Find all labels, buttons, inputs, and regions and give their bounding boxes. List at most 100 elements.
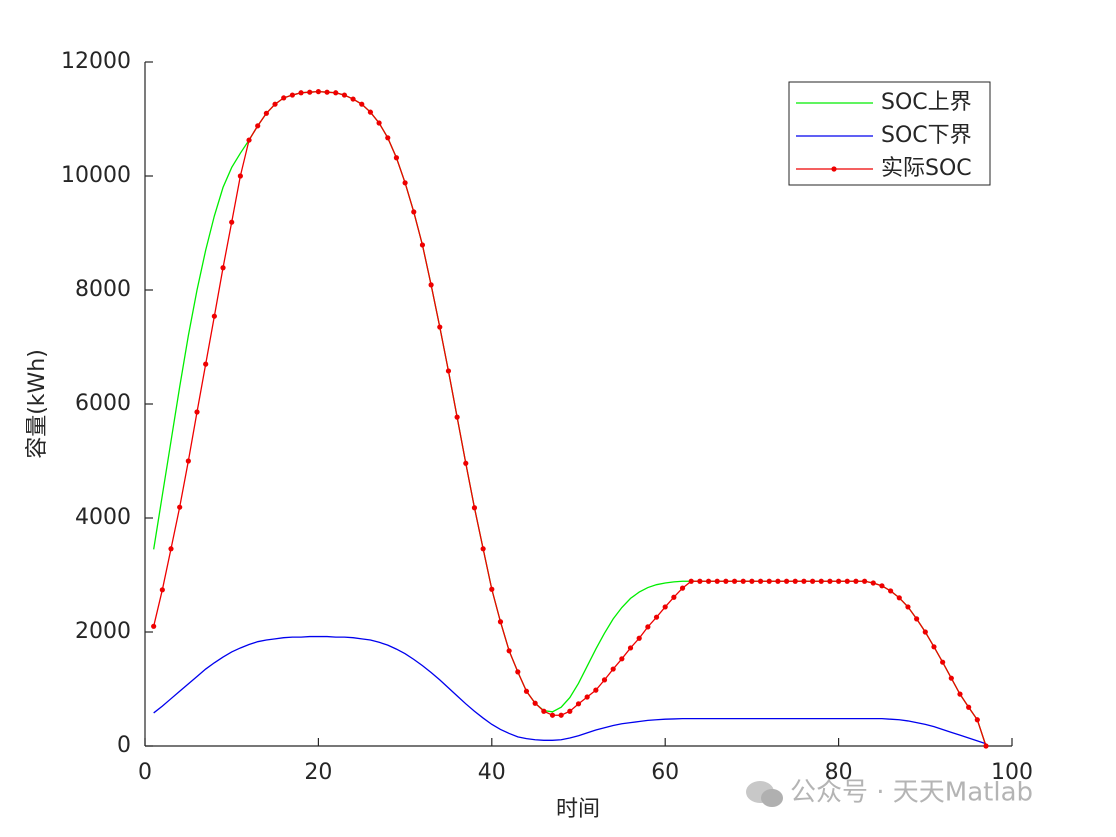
data-point bbox=[679, 585, 686, 591]
data-point bbox=[151, 623, 157, 629]
x-tick-label: 0 bbox=[138, 760, 152, 785]
data-point bbox=[705, 578, 712, 584]
data-point bbox=[627, 645, 634, 651]
data-point bbox=[237, 173, 243, 179]
data-point bbox=[220, 265, 226, 271]
data-point bbox=[836, 578, 842, 584]
data-point bbox=[480, 546, 486, 552]
data-point bbox=[740, 578, 746, 584]
data-point bbox=[757, 578, 764, 584]
data-point bbox=[367, 109, 374, 115]
data-point bbox=[437, 324, 443, 330]
data-point bbox=[983, 743, 989, 749]
x-tick-label: 40 bbox=[478, 760, 506, 785]
data-point bbox=[168, 546, 174, 552]
data-point bbox=[610, 666, 616, 672]
data-point bbox=[376, 120, 382, 126]
data-point bbox=[957, 691, 963, 697]
data-point bbox=[818, 578, 824, 584]
data-point bbox=[888, 588, 894, 594]
data-point bbox=[697, 578, 703, 584]
x-tick-label: 20 bbox=[304, 760, 332, 785]
y-tick-label: 12000 bbox=[61, 49, 131, 74]
data-point bbox=[281, 95, 287, 101]
data-point bbox=[601, 677, 608, 683]
data-point bbox=[853, 578, 859, 584]
data-point bbox=[541, 708, 547, 714]
data-point bbox=[385, 135, 391, 141]
data-point bbox=[749, 578, 755, 584]
y-tick-label: 6000 bbox=[75, 391, 131, 416]
data-point bbox=[636, 635, 642, 641]
data-point bbox=[211, 313, 217, 319]
data-point bbox=[393, 155, 400, 161]
data-point bbox=[575, 701, 582, 707]
data-point bbox=[419, 242, 426, 248]
data-point bbox=[905, 604, 911, 610]
y-axis-label: 容量(kWh) bbox=[25, 349, 50, 459]
legend-marker bbox=[831, 166, 837, 172]
data-point bbox=[532, 700, 538, 706]
data-point bbox=[862, 578, 868, 584]
data-point bbox=[567, 708, 573, 714]
y-tick-label: 10000 bbox=[61, 163, 131, 188]
data-point bbox=[350, 96, 356, 102]
data-point bbox=[671, 594, 677, 600]
data-point bbox=[428, 282, 434, 288]
data-point bbox=[827, 578, 833, 584]
data-point bbox=[653, 614, 660, 620]
data-point bbox=[333, 90, 339, 96]
data-point bbox=[645, 624, 651, 630]
legend-label: SOC上界 bbox=[881, 90, 972, 115]
data-point bbox=[515, 669, 521, 675]
data-point bbox=[324, 89, 330, 95]
data-point bbox=[801, 578, 807, 584]
data-point bbox=[194, 409, 200, 415]
data-point bbox=[402, 180, 408, 186]
data-point bbox=[896, 595, 902, 601]
data-point bbox=[246, 137, 252, 143]
data-point bbox=[203, 361, 209, 367]
legend-label: 实际SOC bbox=[881, 156, 972, 181]
data-point bbox=[688, 578, 694, 584]
data-point bbox=[263, 110, 269, 116]
data-point bbox=[775, 578, 781, 584]
data-point bbox=[584, 694, 590, 700]
data-point bbox=[229, 219, 235, 225]
data-point bbox=[298, 90, 304, 96]
x-tick-label: 60 bbox=[651, 760, 679, 785]
data-point bbox=[411, 209, 417, 215]
data-point bbox=[471, 505, 478, 511]
data-point bbox=[506, 648, 512, 654]
data-point bbox=[489, 586, 495, 592]
data-point bbox=[766, 578, 772, 584]
data-point bbox=[255, 123, 261, 129]
x-tick-label: 100 bbox=[991, 760, 1033, 785]
data-point bbox=[523, 688, 530, 694]
y-tick-label: 8000 bbox=[75, 277, 131, 302]
data-point bbox=[662, 604, 668, 610]
data-point bbox=[445, 368, 452, 374]
data-point bbox=[185, 458, 191, 464]
data-point bbox=[914, 616, 920, 622]
data-point bbox=[731, 578, 738, 584]
watermark-icon bbox=[746, 781, 783, 807]
x-tick-label: 80 bbox=[825, 760, 853, 785]
legend-box bbox=[788, 81, 991, 186]
data-point bbox=[341, 92, 348, 98]
data-point bbox=[922, 629, 928, 635]
data-point bbox=[593, 687, 599, 693]
data-point bbox=[463, 460, 469, 466]
data-point bbox=[783, 578, 790, 584]
data-point bbox=[714, 578, 720, 584]
watermark: 公众号 · 天天Matlab bbox=[790, 778, 1033, 808]
data-point bbox=[307, 89, 313, 95]
data-point bbox=[792, 578, 798, 584]
data-point bbox=[177, 504, 183, 510]
data-point bbox=[931, 644, 937, 650]
data-point bbox=[315, 89, 321, 95]
data-point bbox=[549, 712, 556, 718]
data-point bbox=[948, 675, 954, 681]
y-tick-label: 2000 bbox=[75, 619, 131, 644]
data-point bbox=[940, 659, 946, 665]
